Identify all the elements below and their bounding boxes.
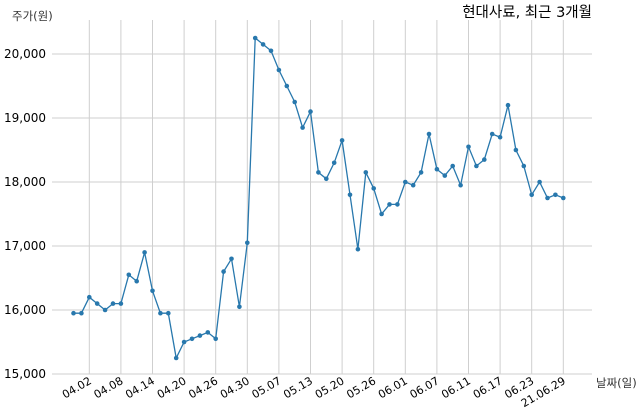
data-point	[339, 138, 345, 143]
x-tick-label: 05.26	[344, 374, 378, 401]
data-point	[482, 157, 487, 162]
data-point	[284, 83, 290, 89]
data-point	[126, 272, 132, 278]
x-tick-label: 05.07	[250, 374, 284, 401]
x-tick-label: 04.26	[186, 374, 220, 401]
data-point	[426, 131, 432, 137]
data-point	[71, 310, 76, 316]
data-point	[442, 173, 448, 178]
data-point	[450, 163, 456, 169]
y-axis-label: 주가(원)	[12, 9, 53, 23]
x-tick-label: 05.13	[281, 374, 315, 401]
data-point	[102, 307, 108, 313]
data-point	[363, 170, 369, 175]
y-tick-labels: 15,000 16,000 17,000 18,000 19,000 20,000	[4, 47, 46, 381]
data-point	[331, 160, 337, 166]
x-tick-label: 04.02	[60, 374, 94, 401]
data-point	[205, 330, 211, 335]
x-tick-label: 05.20	[313, 374, 347, 401]
data-point	[545, 195, 550, 201]
data-point	[379, 211, 384, 217]
data-point	[418, 170, 424, 175]
data-point	[276, 67, 282, 73]
data-point	[410, 182, 416, 188]
data-point	[308, 109, 313, 114]
data-point	[529, 192, 534, 198]
data-points	[71, 35, 566, 361]
x-tick-label: 04.14	[123, 374, 157, 401]
data-point	[229, 256, 234, 262]
data-point	[458, 182, 463, 188]
data-point	[497, 134, 503, 140]
data-point	[395, 202, 400, 207]
data-point	[189, 336, 195, 342]
y-tick-label: 20,000	[4, 47, 46, 61]
data-point	[489, 131, 495, 137]
data-point	[245, 240, 250, 246]
x-tick-label: 06.11	[439, 374, 473, 401]
x-tick-label: 06.17	[471, 374, 505, 401]
data-point	[134, 278, 139, 284]
data-point	[87, 294, 92, 300]
data-point	[316, 170, 321, 175]
data-point	[150, 288, 155, 294]
y-tick-label: 19,000	[4, 111, 46, 125]
x-axis-label: 날짜(일)	[596, 376, 637, 390]
y-tick-label: 18,000	[4, 175, 46, 189]
data-point	[561, 195, 566, 201]
data-point	[94, 301, 100, 306]
data-point	[197, 333, 203, 338]
data-point	[355, 246, 361, 252]
data-point	[268, 48, 274, 54]
data-point	[260, 42, 266, 47]
data-point	[252, 35, 258, 41]
x-tick-label: 04.30	[218, 374, 252, 401]
data-point	[387, 202, 392, 207]
data-point	[110, 301, 116, 306]
data-point	[166, 310, 171, 316]
y-gridlines	[52, 53, 592, 375]
data-point	[221, 269, 226, 274]
data-point	[403, 179, 408, 185]
data-point	[324, 176, 329, 182]
data-point	[513, 147, 519, 153]
data-point	[537, 179, 542, 185]
x-tick-labels: 04.0204.0804.1404.2004.2604.3005.0705.13…	[60, 374, 568, 410]
y-tick-label: 15,000	[4, 367, 46, 381]
data-point	[434, 166, 440, 172]
data-point	[505, 102, 511, 108]
x-gridlines	[88, 20, 564, 374]
data-point	[181, 339, 187, 345]
data-point	[292, 99, 298, 105]
data-point	[118, 301, 124, 306]
data-point	[142, 250, 147, 255]
data-point	[158, 310, 163, 316]
data-point	[521, 163, 527, 169]
y-tick-label: 17,000	[4, 239, 46, 253]
data-point	[553, 192, 558, 198]
data-point	[213, 336, 218, 342]
data-point	[300, 125, 305, 130]
x-tick-label: 06.01	[376, 374, 410, 401]
data-point	[466, 144, 471, 150]
data-point	[237, 304, 242, 310]
y-tick-label: 16,000	[4, 303, 46, 317]
chart-title: 현대사료, 최근 3개월	[462, 4, 592, 21]
data-point	[371, 186, 377, 191]
data-point	[347, 192, 353, 198]
x-tick-label: 04.20	[155, 374, 189, 401]
x-tick-label: 04.08	[92, 374, 126, 401]
data-point	[173, 355, 179, 361]
data-point	[474, 163, 479, 169]
data-point	[79, 310, 84, 316]
x-tick-label: 06.07	[408, 374, 442, 401]
